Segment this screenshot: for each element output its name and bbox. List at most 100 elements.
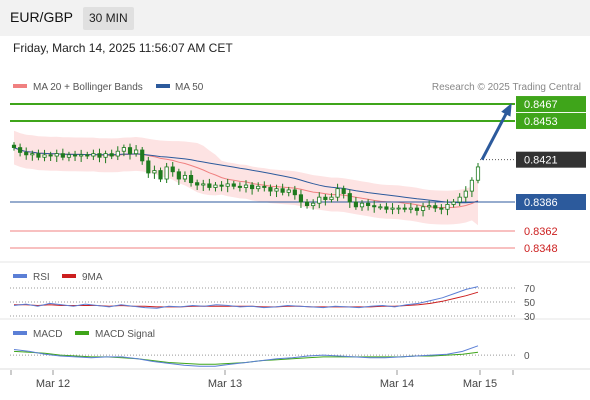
x-axis-tick-label: Mar 13: [208, 378, 242, 390]
candle-body: [164, 166, 169, 180]
candle-body: [378, 206, 383, 209]
candle-body: [60, 153, 65, 158]
candle-body: [134, 149, 139, 155]
candle-body: [323, 196, 328, 200]
legend-swatch-rsi-ma: [62, 274, 76, 278]
datetime-label: Friday, March 14, 2025 11:56:07 AM CET: [13, 41, 233, 55]
candle-body: [445, 204, 450, 210]
candle-body: [103, 153, 108, 158]
candle-body: [475, 166, 481, 181]
candle-body: [384, 206, 389, 210]
candle-body: [182, 174, 188, 180]
candle-body: [48, 154, 53, 157]
candle-body: [219, 184, 224, 187]
legend-swatch-ma20: [13, 84, 27, 88]
candle-body: [170, 166, 175, 173]
pivot-level-label: 0.8386: [524, 197, 558, 209]
timeframe-button[interactable]: 30 MIN: [83, 7, 134, 30]
target-level-label: 0.8467: [524, 99, 558, 111]
candle-body: [329, 196, 334, 200]
credit-label: Research © 2025 Trading Central: [432, 82, 581, 93]
candle-body: [298, 194, 304, 203]
candle-body: [262, 185, 267, 188]
candle-body: [469, 179, 474, 192]
support-level-label: 0.8362: [524, 226, 558, 238]
candle-body: [243, 184, 249, 188]
candle-body: [451, 201, 456, 205]
symbol-label: EUR/GBP: [10, 9, 74, 25]
candle-body: [109, 153, 114, 157]
candle-body: [85, 154, 90, 157]
candle-body: [176, 171, 181, 180]
candle-body: [292, 189, 297, 196]
candle-body: [311, 202, 316, 207]
candle-body: [274, 188, 279, 192]
candle-body: [341, 188, 346, 194]
x-axis-tick-label: Mar 14: [380, 378, 414, 390]
candle-body: [36, 153, 41, 158]
legend-ma50-label: MA 50: [175, 82, 204, 93]
candle-body: [414, 207, 420, 211]
candle-body: [347, 193, 352, 203]
candle-body: [304, 201, 310, 207]
candle-body: [335, 188, 340, 198]
support-level-label: 0.8348: [524, 243, 558, 255]
candle-body: [268, 187, 273, 192]
legend-swatch-macd: [13, 331, 27, 335]
x-axis-tick-label: Mar 12: [36, 378, 70, 390]
legend-swatch-macd-signal: [75, 331, 89, 335]
candle-body: [152, 170, 157, 174]
candle-body: [372, 205, 377, 208]
candle-body: [146, 160, 151, 174]
candle-body: [115, 150, 120, 157]
last-price-label: 0.8421: [524, 155, 558, 167]
forecast-arrow-head: [501, 103, 512, 117]
candle-body: [79, 154, 84, 157]
x-axis-tick-label: Mar 15: [463, 378, 497, 390]
candle-body: [280, 188, 285, 193]
candle-body: [457, 196, 462, 203]
rsi-ma-legend-label: 9MA: [82, 272, 103, 283]
candle-body: [439, 207, 444, 210]
rsi-level-label: 30: [524, 312, 536, 323]
candle-body: [18, 147, 23, 153]
target-level-tag: [516, 112, 586, 129]
candle-body: [256, 185, 261, 190]
candle-body: [91, 153, 96, 157]
candle-body: [30, 153, 35, 156]
candle-body: [433, 205, 438, 209]
target-level-tag: [516, 96, 586, 113]
candle-body: [24, 152, 29, 156]
candle-body: [11, 144, 17, 148]
candle-body: [463, 190, 468, 198]
candle-body: [317, 196, 322, 204]
macd-level-label: 0: [524, 351, 530, 362]
candle-body: [359, 202, 365, 208]
rsi-level-label: 50: [524, 298, 536, 309]
candle-body: [225, 183, 230, 187]
candle-body: [195, 182, 200, 186]
candle-body: [158, 170, 163, 180]
candle-body: [396, 207, 401, 210]
candle-body: [127, 147, 133, 155]
candle-body: [390, 207, 395, 210]
rsi-legend-label: RSI: [33, 272, 50, 283]
last-price-tag: [516, 151, 586, 168]
legend-swatch-ma50: [156, 84, 170, 88]
candle-body: [250, 184, 255, 190]
candle-body: [97, 153, 102, 158]
candle-body: [140, 149, 145, 162]
macd-legend-label: MACD: [33, 329, 62, 340]
candle-body: [66, 154, 72, 158]
rsi-level-label: 70: [524, 284, 536, 295]
candle-body: [427, 205, 432, 208]
candle-body: [54, 153, 59, 157]
candle-body: [42, 154, 47, 158]
candle-body: [408, 207, 413, 210]
candle-body: [121, 147, 126, 152]
candle-body: [286, 189, 291, 193]
target-level-label: 0.8453: [524, 116, 558, 128]
candle-body: [353, 201, 358, 208]
candle-body: [237, 185, 242, 188]
